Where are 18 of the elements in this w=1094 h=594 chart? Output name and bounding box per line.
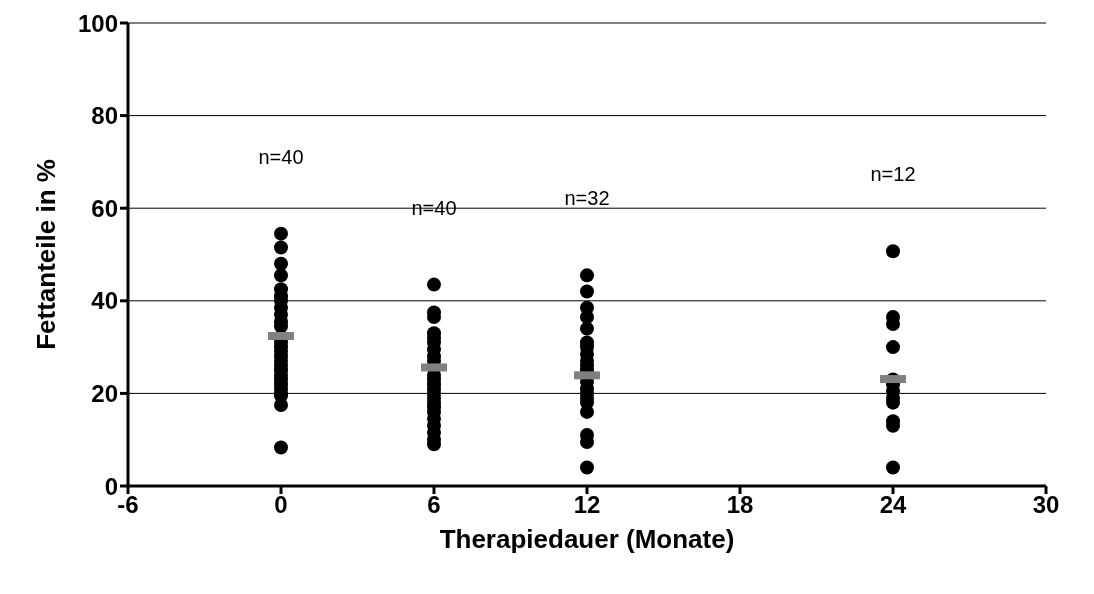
annotation: n=12 [870, 163, 916, 186]
y-tick-label: 0 [104, 472, 118, 500]
x-tick-label: 12 [573, 491, 601, 519]
y-tick-label: 100 [77, 9, 118, 37]
y-tick-label: 40 [91, 287, 118, 315]
annotation: n=40 [258, 145, 304, 168]
y-tick-label: 60 [91, 194, 118, 222]
y-tick-label: 80 [91, 102, 118, 130]
annotation: n=32 [564, 187, 610, 210]
x-tick-label: 18 [726, 491, 754, 519]
x-tick-label: 6 [427, 491, 441, 519]
y-tick-label: 20 [91, 379, 118, 407]
x-axis-title: Therapiedauer (Monate) [439, 524, 735, 554]
x-tick-label: 30 [1032, 491, 1060, 519]
x-tick-label: 0 [274, 491, 288, 519]
x-tick-label: 24 [879, 491, 907, 519]
x-tick-label: -6 [117, 491, 139, 519]
y-axis-title: Fettanteile in % [31, 159, 62, 350]
